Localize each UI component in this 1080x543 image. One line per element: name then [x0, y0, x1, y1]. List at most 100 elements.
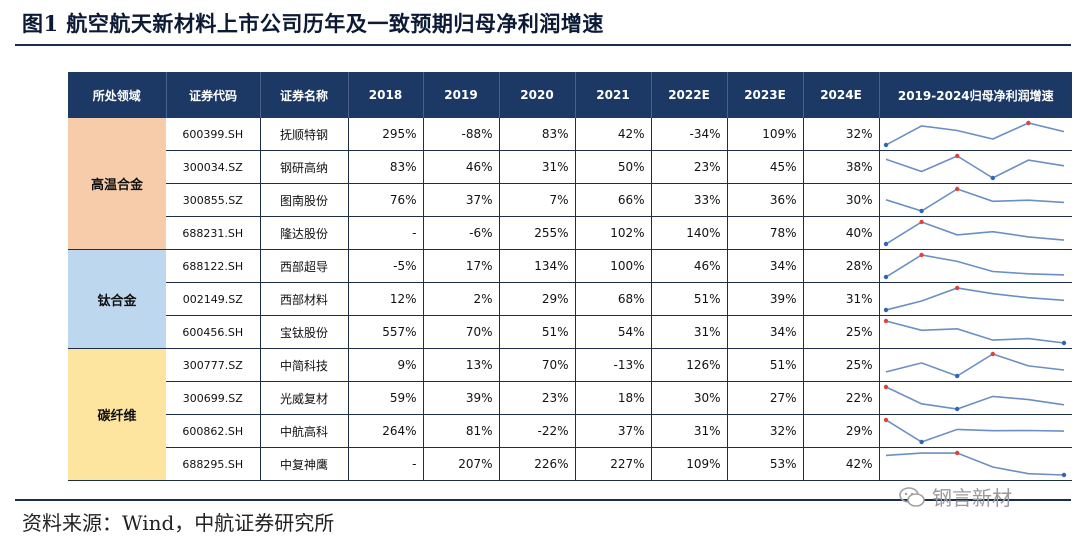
growth-value: 51% [651, 282, 728, 316]
growth-value: 59% [348, 381, 424, 415]
growth-value: -5% [348, 249, 424, 283]
sparkline-low-point [1061, 472, 1066, 478]
growth-value: 39% [727, 282, 804, 316]
figure-title: 图1 航空航天新材料上市公司历年及一致预期归母净利润增速 [22, 11, 604, 36]
growth-value: 9% [348, 348, 424, 382]
growth-value: 17% [423, 249, 500, 283]
sparkline-cell [879, 249, 1072, 283]
sparkline-low-point [883, 241, 888, 247]
sparkline [883, 384, 1064, 412]
growth-value: 76% [348, 183, 424, 217]
growth-value: 50% [575, 150, 652, 184]
growth-value: -34% [651, 118, 728, 151]
stock-code: 600399.SH [166, 118, 261, 151]
sparkline-low-point [1061, 340, 1066, 346]
growth-value: 37% [423, 183, 500, 217]
stock-code: 688295.SH [166, 447, 261, 481]
growth-value: 51% [499, 315, 576, 349]
growth-value: 31% [651, 315, 728, 349]
sparkline-cell [879, 118, 1072, 151]
growth-value: 68% [575, 282, 652, 316]
growth-value: 46% [651, 249, 728, 283]
table-row: 300699.SZ 光威复材 59% 39% 23% 18% 30% 27% 22% [68, 381, 1072, 415]
sparkline-high-point [954, 186, 959, 192]
growth-value: 30% [651, 381, 728, 415]
sparkline-line [885, 386, 1064, 410]
sparkline-cell [879, 414, 1072, 448]
growth-value: -13% [575, 348, 652, 382]
sparkline [883, 318, 1066, 346]
sparkline-cell [879, 150, 1072, 184]
sparkline-cell [879, 381, 1072, 415]
growth-value: -88% [423, 118, 500, 151]
growth-value: 207% [423, 447, 500, 481]
sparkline [883, 219, 1064, 247]
growth-value: 13% [423, 348, 500, 382]
growth-value: 30% [803, 183, 880, 217]
stock-code: 600456.SH [166, 315, 261, 349]
growth-value: - [348, 447, 424, 481]
sparkline-low-point [954, 406, 959, 412]
col-header-code: 证券代码 [166, 72, 261, 118]
sparkline [885, 351, 1064, 379]
growth-value: 295% [348, 118, 424, 151]
growth-value: 255% [499, 216, 576, 250]
growth-value: 264% [348, 414, 424, 448]
table-row: 600862.SH 中航高科 264% 81% -22% 37% 31% 32% 29% [68, 414, 1072, 448]
growth-value: 33% [651, 183, 728, 217]
growth-value: 29% [803, 414, 880, 448]
stock-name: 隆达股份 [260, 216, 349, 250]
growth-value: 36% [727, 183, 804, 217]
growth-value: 12% [348, 282, 424, 316]
growth-value: 18% [575, 381, 652, 415]
table-row: 688231.SH 隆达股份 - -6% 255% 102% 140% 78% 40% [68, 216, 1072, 250]
growth-value: 27% [727, 381, 804, 415]
stock-name: 西部材料 [260, 282, 349, 316]
source-note: 资料来源：Wind，中航证券研究所 [22, 511, 335, 535]
growth-value: - [348, 216, 424, 250]
watermark-text: 钢言新材 [932, 486, 1012, 510]
col-header-name: 证券名称 [260, 72, 349, 118]
growth-value: 78% [727, 216, 804, 250]
growth-value: 28% [803, 249, 880, 283]
col-header-2022e: 2022E [651, 72, 728, 118]
col-header-sparkline: 2019-2024归母净利润增速 [879, 72, 1072, 118]
growth-value: 140% [651, 216, 728, 250]
stock-code: 300034.SZ [166, 150, 261, 184]
col-header-2023e: 2023E [727, 72, 804, 118]
sparkline [885, 153, 1064, 181]
stock-name: 图南股份 [260, 183, 349, 217]
stock-code: 300855.SZ [166, 183, 261, 217]
growth-value: 31% [651, 414, 728, 448]
sparkline-cell [879, 447, 1072, 481]
sparkline [885, 186, 1064, 214]
growth-value: -6% [423, 216, 500, 250]
growth-value: 42% [803, 447, 880, 481]
growth-value: 31% [499, 150, 576, 184]
stock-name: 西部超导 [260, 249, 349, 283]
growth-value: 42% [575, 118, 652, 151]
growth-value: 100% [575, 249, 652, 283]
stock-name: 中航高科 [260, 414, 349, 448]
table-row: 600456.SH 宝钛股份 557% 70% 51% 54% 31% 34% 25% [68, 315, 1072, 349]
sparkline [883, 252, 1064, 280]
region-cell: 高温合金 [68, 118, 166, 250]
table-row: 300855.SZ 图南股份 76% 37% 7% 66% 33% 36% 30% [68, 183, 1072, 217]
growth-value: 32% [803, 118, 880, 151]
growth-value: 38% [803, 150, 880, 184]
sparkline-low-point [918, 208, 924, 214]
sparkline-low-point [918, 439, 924, 445]
stock-code: 300699.SZ [166, 381, 261, 415]
growth-value: 51% [727, 348, 804, 382]
stock-code: 600862.SH [166, 414, 261, 448]
sparkline-line [885, 221, 1064, 245]
growth-value: 53% [727, 447, 804, 481]
sparkline-cell [879, 216, 1072, 250]
header-row: 所处领域 证券代码 证券名称 2018 2019 2020 2021 2022E… [68, 72, 1072, 118]
growth-value: 22% [803, 381, 880, 415]
sparkline-cell [879, 282, 1072, 316]
sparkline-high-point [883, 384, 888, 390]
watermark: 钢言新材 [898, 482, 1012, 511]
growth-value: 37% [575, 414, 652, 448]
stock-name: 宝钛股份 [260, 315, 349, 349]
